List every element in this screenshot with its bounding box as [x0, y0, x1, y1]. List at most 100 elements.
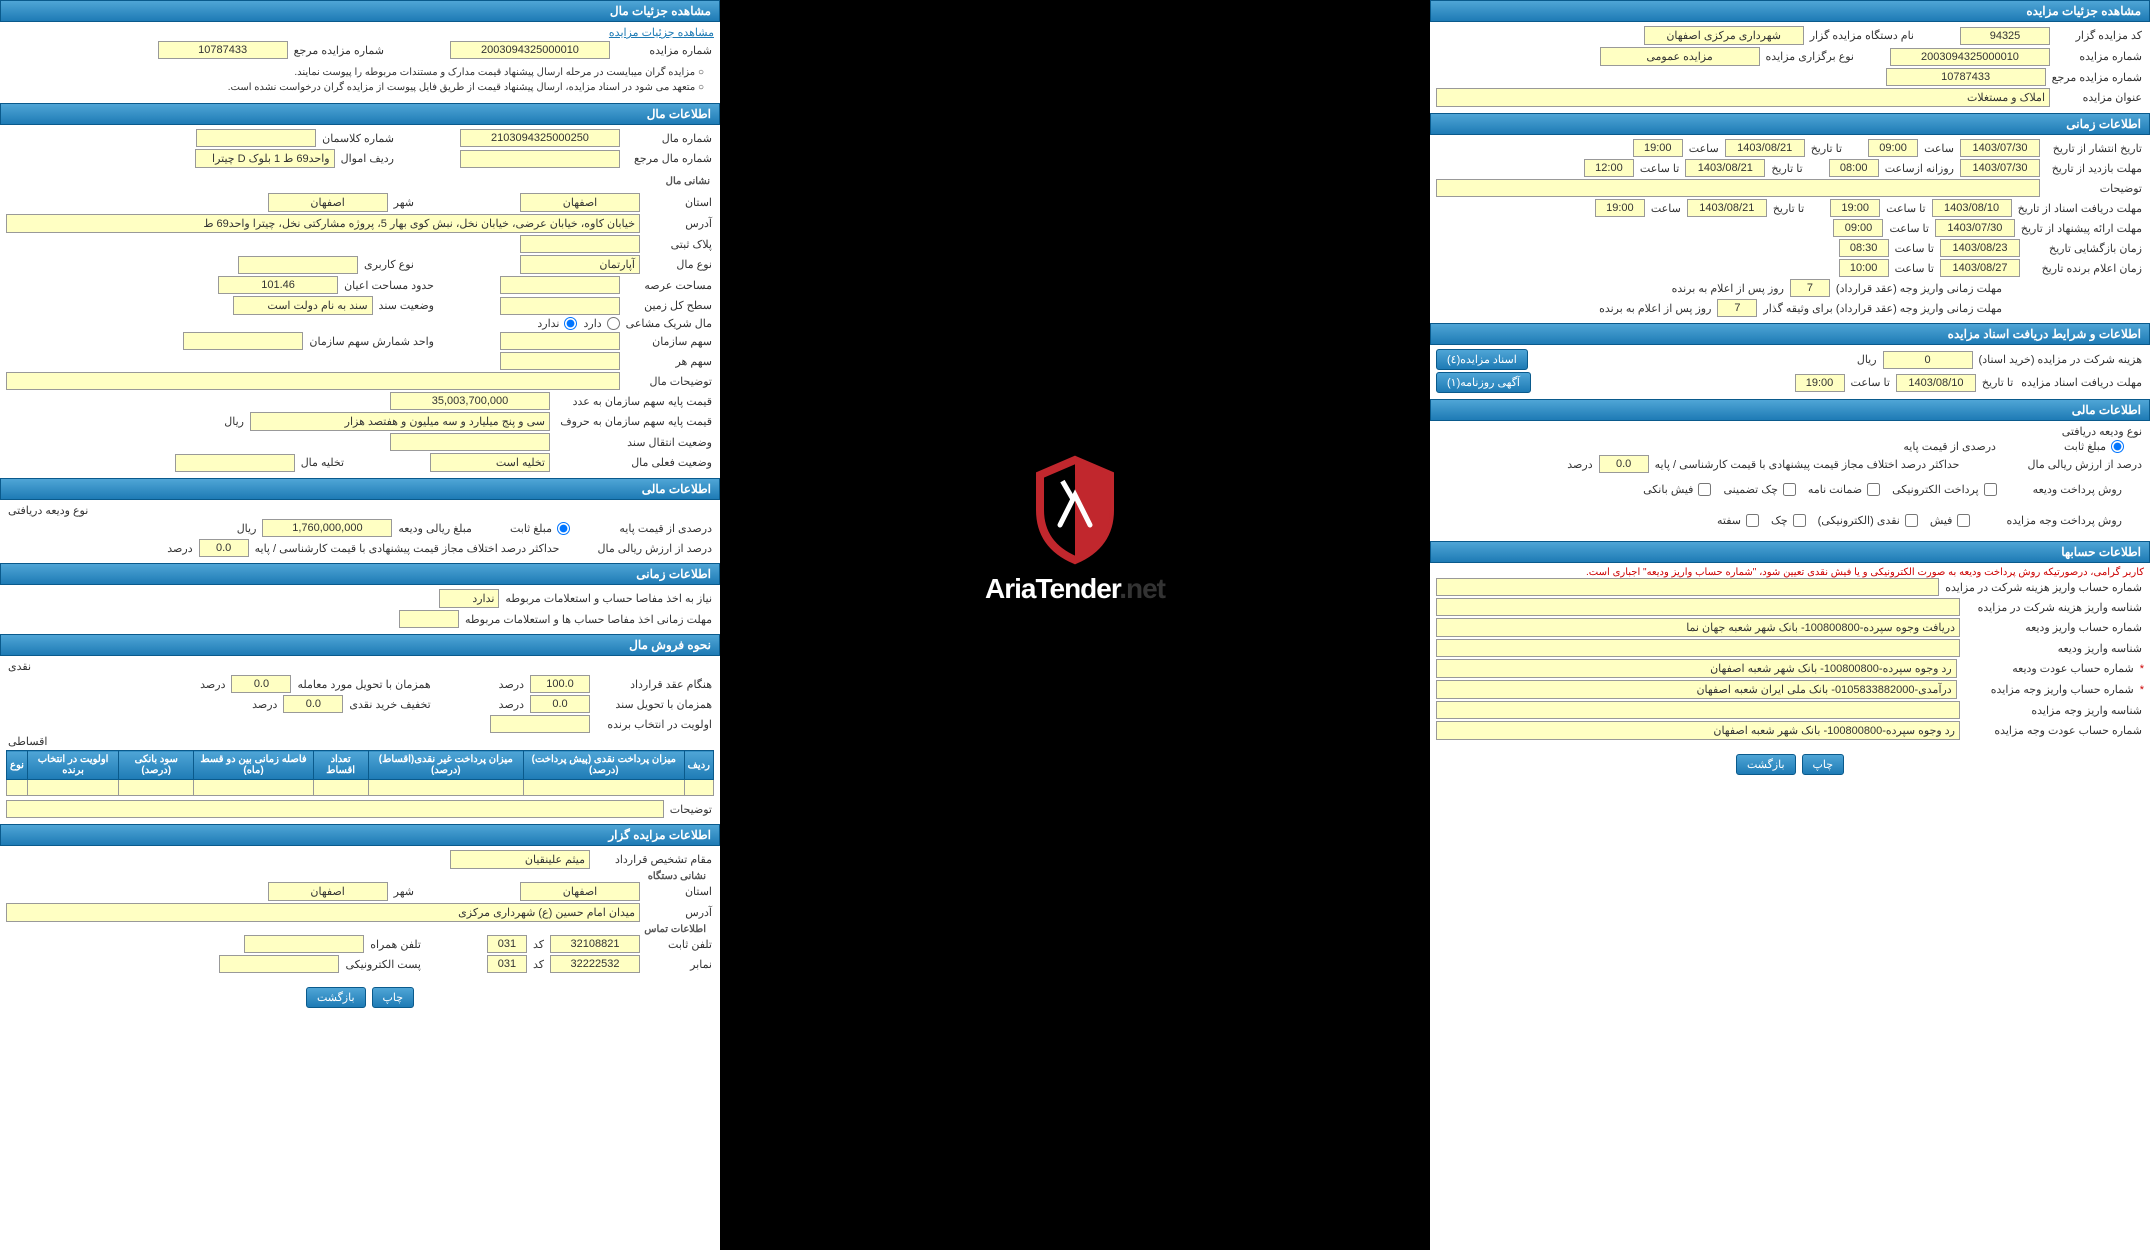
lbl-bldg-area: حدود مساحت اعیان: [342, 279, 436, 292]
lbl-auction-pay: روش پرداخت وجه مزایده: [2004, 514, 2124, 527]
val-type: مزایده عمومی: [1600, 47, 1760, 66]
val-addr: خیابان کاوه، خیابان عرضی، خیابان نخل، نب…: [6, 214, 640, 233]
val-acc6: درآمدی-0105833882000- بانک ملی ایران شعب…: [1436, 680, 1957, 699]
lbl-cash-disc: تخفیف خرید نقدی: [347, 698, 432, 711]
lbl-delivery-pct: همزمان با تحویل مورد معامله: [295, 678, 432, 691]
val-base-num: 35,003,700,000: [390, 392, 550, 410]
lbl-pay2: مهلت زمانی واریز وجه (عقد قرارداد) برای …: [1761, 302, 2004, 315]
btn-back-left[interactable]: بازگشت: [306, 987, 366, 1008]
lbl-clr1: نیاز به اخذ مفاصا حساب و استعلامات مربوط…: [503, 592, 714, 605]
val-acc3: دریافت وجوه سپرده-100800800- بانک شهر شع…: [1436, 618, 1960, 637]
lbl-auction-no: شماره مزایده: [2054, 50, 2144, 63]
val-diff: 0.0: [1599, 455, 1649, 473]
btn-back-right[interactable]: بازگشت: [1736, 754, 1796, 775]
lbl-to4: تا تاریخ: [1980, 376, 2015, 389]
val-subject: املاک و مستغلات: [1436, 88, 2050, 107]
installment-table: ردیف میزان پرداخت نقدی (پیش پرداخت) (درص…: [6, 750, 714, 796]
lbl-install: اقساطی: [6, 735, 714, 748]
val-cash-disc: 0.0: [283, 695, 343, 713]
lbl-pct-base-l: درصدی از قیمت پایه: [604, 522, 714, 535]
val-t2: 19:00: [1633, 139, 1683, 157]
val-phone: 32108821: [550, 935, 640, 953]
th-noncash: میزان پرداخت غیر نقدی(اقساط) (درصد): [368, 751, 523, 780]
lbl-ref-no-l: شماره مزایده مرجع: [292, 44, 386, 57]
lbl-city2: شهر: [392, 885, 416, 898]
chk-elec[interactable]: [1984, 483, 1997, 496]
sub-contact: اطلاعات تماس: [6, 924, 714, 935]
logo-text: AriaTender.net: [985, 573, 1165, 605]
lbl-acc2: شناسه واریز هزینه شرکت در مزایده: [1964, 601, 2144, 614]
lbl-pct5: درصد: [250, 698, 279, 711]
lbl-asset-ref: شماره مال مرجع: [624, 152, 714, 165]
th-row: ردیف: [684, 751, 713, 780]
chk-bank-receipt[interactable]: [1698, 483, 1711, 496]
lbl-acc1: شماره حساب واریز هزینه شرکت در مزایده: [1943, 581, 2144, 594]
chk-chk[interactable]: [1793, 514, 1806, 527]
lbl-guarantee: ضمانت نامه: [1806, 483, 1864, 496]
lbl-asset-type: نوع مال: [644, 258, 714, 271]
val-org-name: شهرداری مرکزی اصفهان: [1644, 26, 1804, 45]
lbl-asset-no: شماره مال: [624, 132, 714, 145]
chk-cash[interactable]: [1905, 514, 1918, 527]
section-financial-left: اطلاعات مالی: [0, 478, 720, 500]
radio-fixed-l[interactable]: [557, 522, 570, 535]
val-email: [219, 955, 339, 973]
val-d3: 1403/07/30: [1960, 159, 2040, 177]
watermark-logo: AriaTender.net: [985, 450, 1165, 605]
btn-newspaper-ad[interactable]: آگهی روزنامه(١): [1436, 372, 1531, 393]
lbl-asset-row: ردیف اموال: [339, 152, 396, 165]
lbl-province: استان: [644, 196, 714, 209]
val-floor-area: [500, 297, 620, 315]
sub-address: نشانی مال: [0, 174, 720, 189]
lbl-org-share: سهم سازمان: [624, 335, 714, 348]
lbl-doc-deadline2: مهلت دریافت اسناد مزایده: [2019, 376, 2144, 389]
val-t3: 08:00: [1829, 159, 1879, 177]
lbl-base-words: قیمت پایه سهم سازمان به حروف: [554, 415, 714, 428]
btn-auction-docs[interactable]: اسناد مزایده(٤): [1436, 349, 1528, 370]
val-acc2: [1436, 598, 1960, 616]
lbl-totime4: تا ساعت: [1887, 222, 1930, 235]
radio-yes[interactable]: [607, 317, 620, 330]
lbl-acc5: شماره حساب عودت ودیعه: [1961, 662, 2136, 675]
lbl-pay1: مهلت زمانی واریز وجه (عقد قرارداد): [1834, 282, 2004, 295]
btn-print-left[interactable]: چاپ: [372, 987, 415, 1008]
val-d10: 1403/08/10: [1896, 374, 1976, 392]
val-contract-pct: 100.0: [530, 675, 590, 693]
chk-draft[interactable]: [1746, 514, 1759, 527]
lbl-contract-pct: هنگام عقد قرارداد: [594, 678, 714, 691]
lbl-cash2: نقدی: [6, 660, 714, 673]
val-dep-amt: 1,760,000,000: [262, 519, 392, 537]
val-acc5: رد وجوه سپرده-100800800- بانک شهر شعبه ا…: [1436, 659, 1957, 678]
chk-check[interactable]: [1783, 483, 1796, 496]
val-usage: [238, 256, 358, 274]
radio-no[interactable]: [564, 317, 577, 330]
lbl-totime7: تا ساعت: [1849, 376, 1892, 389]
val-acc7: [1436, 701, 1960, 719]
val-asset-row: واحد69 ط 1 بلوک D چیترا: [195, 149, 335, 168]
chk-receipt[interactable]: [1957, 514, 1970, 527]
lbl-publish: تاریخ انتشار از تاریخ: [2044, 142, 2144, 155]
val-doc-cost: 0: [1883, 351, 1973, 369]
val-delivery-pct: 0.0: [231, 675, 291, 693]
val-pay2: 7: [1717, 299, 1757, 317]
val-d1: 1403/07/30: [1960, 139, 2040, 157]
section-sale: نحوه فروش مال: [0, 634, 720, 656]
btn-print-right[interactable]: چاپ: [1802, 754, 1845, 775]
lbl-bid-deadline: مهلت ارائه پیشنهاد از تاریخ: [2019, 222, 2144, 235]
section-asset-info: اطلاعات مال: [0, 103, 720, 125]
radio-fixed[interactable]: [2111, 440, 2124, 453]
lbl-cash: نقدی (الکترونیکی): [1816, 514, 1902, 527]
val-delivery-doc: 0.0: [530, 695, 590, 713]
lbl-desc: توضیحات: [2044, 182, 2144, 195]
lbl-rial2: ریال: [222, 415, 246, 428]
lbl-fixed: مبلغ ثابت: [2062, 440, 2108, 453]
lbl-to2: تا تاریخ: [1769, 162, 1804, 175]
lbl-pay2b: روز پس از اعلام به برنده: [1597, 302, 1713, 315]
chk-guarantee[interactable]: [1867, 483, 1880, 496]
val-asset-desc: [6, 372, 620, 390]
link-view-auction[interactable]: مشاهده جزئیات مزایده: [609, 26, 714, 39]
note1: ○ مزایده گران میبایست در مرحله ارسال پیش…: [16, 65, 704, 80]
val-t4: 12:00: [1584, 159, 1634, 177]
lbl-contract-auth: مقام تشخیص قرارداد: [594, 853, 714, 866]
lbl-time1: ساعت: [1922, 142, 1956, 155]
